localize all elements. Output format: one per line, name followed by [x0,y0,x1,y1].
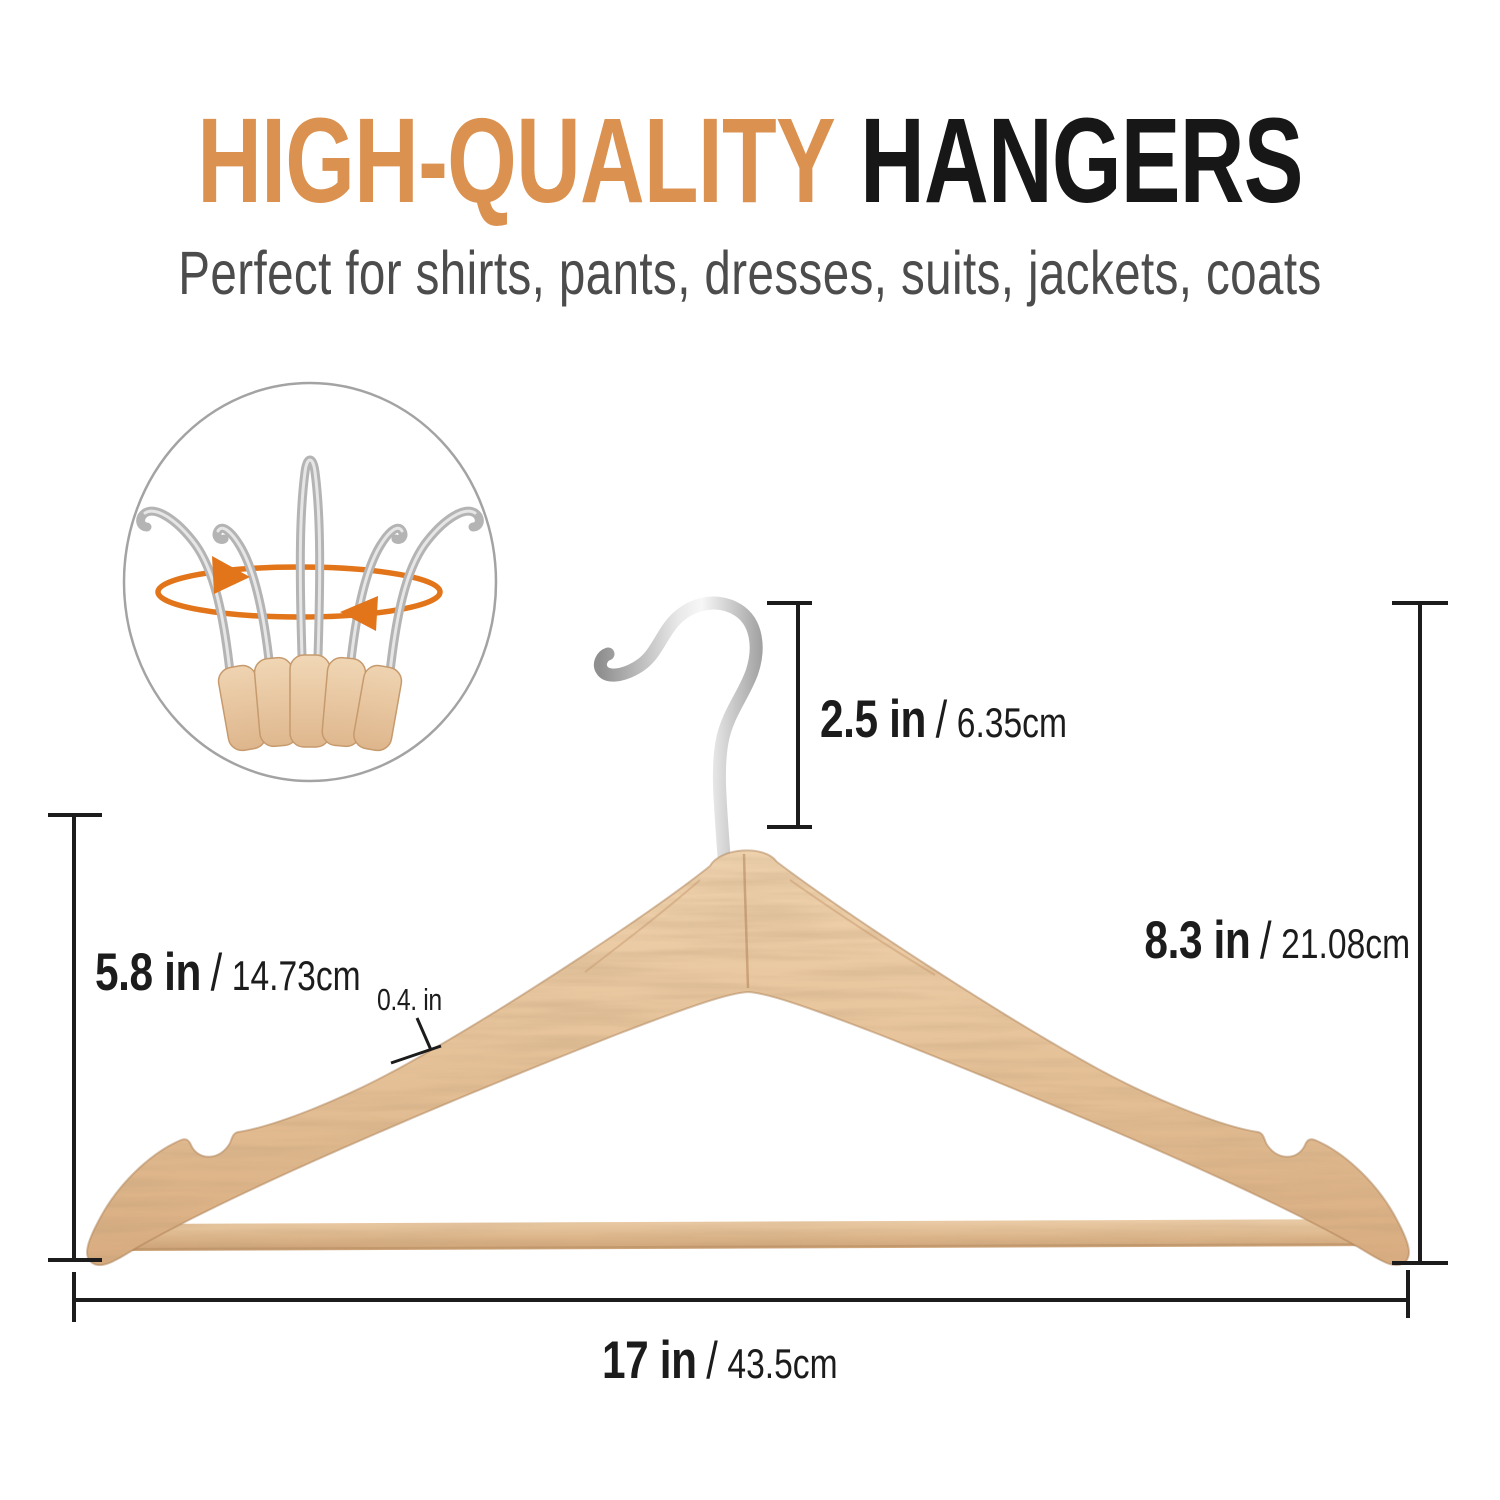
right-height-slash: / [1259,912,1272,970]
thickness-label: 0.4. in [377,982,458,1017]
left-height-label: 5.8 in / 14.73cm [95,945,427,1001]
left-height-inches: 5.8 in [95,943,202,1002]
hook-height-label: 2.5 in / 6.35cm [820,692,1129,748]
title-rest: HANGERS [860,92,1303,228]
swivel-inset [122,381,498,783]
thickness-leader-line [390,1017,442,1065]
hanger-body [86,849,1410,1267]
inset-hanger-tops [217,654,403,752]
left-height-dim-line [48,813,102,1262]
header: HIGH-QUALITY HANGERS Perfect for shirts, … [0,0,1500,304]
pants-bar [101,1219,1399,1251]
title-highlight: HIGH-QUALITY [197,92,836,228]
right-height-inches: 8.3 in [1144,911,1251,970]
hook-height-inches: 2.5 in [820,690,927,749]
width-label: 17 in / 43.5cm [602,1333,896,1389]
page-title: HIGH-QUALITY HANGERS [0,100,1500,221]
hanger-hook [593,596,763,863]
page-subtitle: Perfect for shirts, pants, dresses, suit… [178,239,1322,307]
left-height-slash: / [210,944,223,1002]
width-dim-line [72,1270,1410,1322]
right-height-dim-line [1392,601,1448,1265]
inset-circle [122,381,498,783]
right-height-cm: 21.08cm [1281,920,1410,967]
thickness-inches: 0.4. in [377,982,442,1017]
left-height-cm: 14.73cm [231,952,361,999]
dimension-lines [48,601,1448,1322]
width-inches: 17 in [602,1331,697,1390]
width-cm: 43.5cm [727,1340,838,1387]
right-height-label: 8.3 in / 21.08cm [1078,913,1410,969]
rotation-arrowheads-icon [212,556,378,631]
width-slash: / [706,1332,718,1390]
hook-height-dim-line [767,601,812,829]
hook-height-cm: 6.35cm [956,699,1067,746]
hook-height-slash: / [935,691,948,749]
